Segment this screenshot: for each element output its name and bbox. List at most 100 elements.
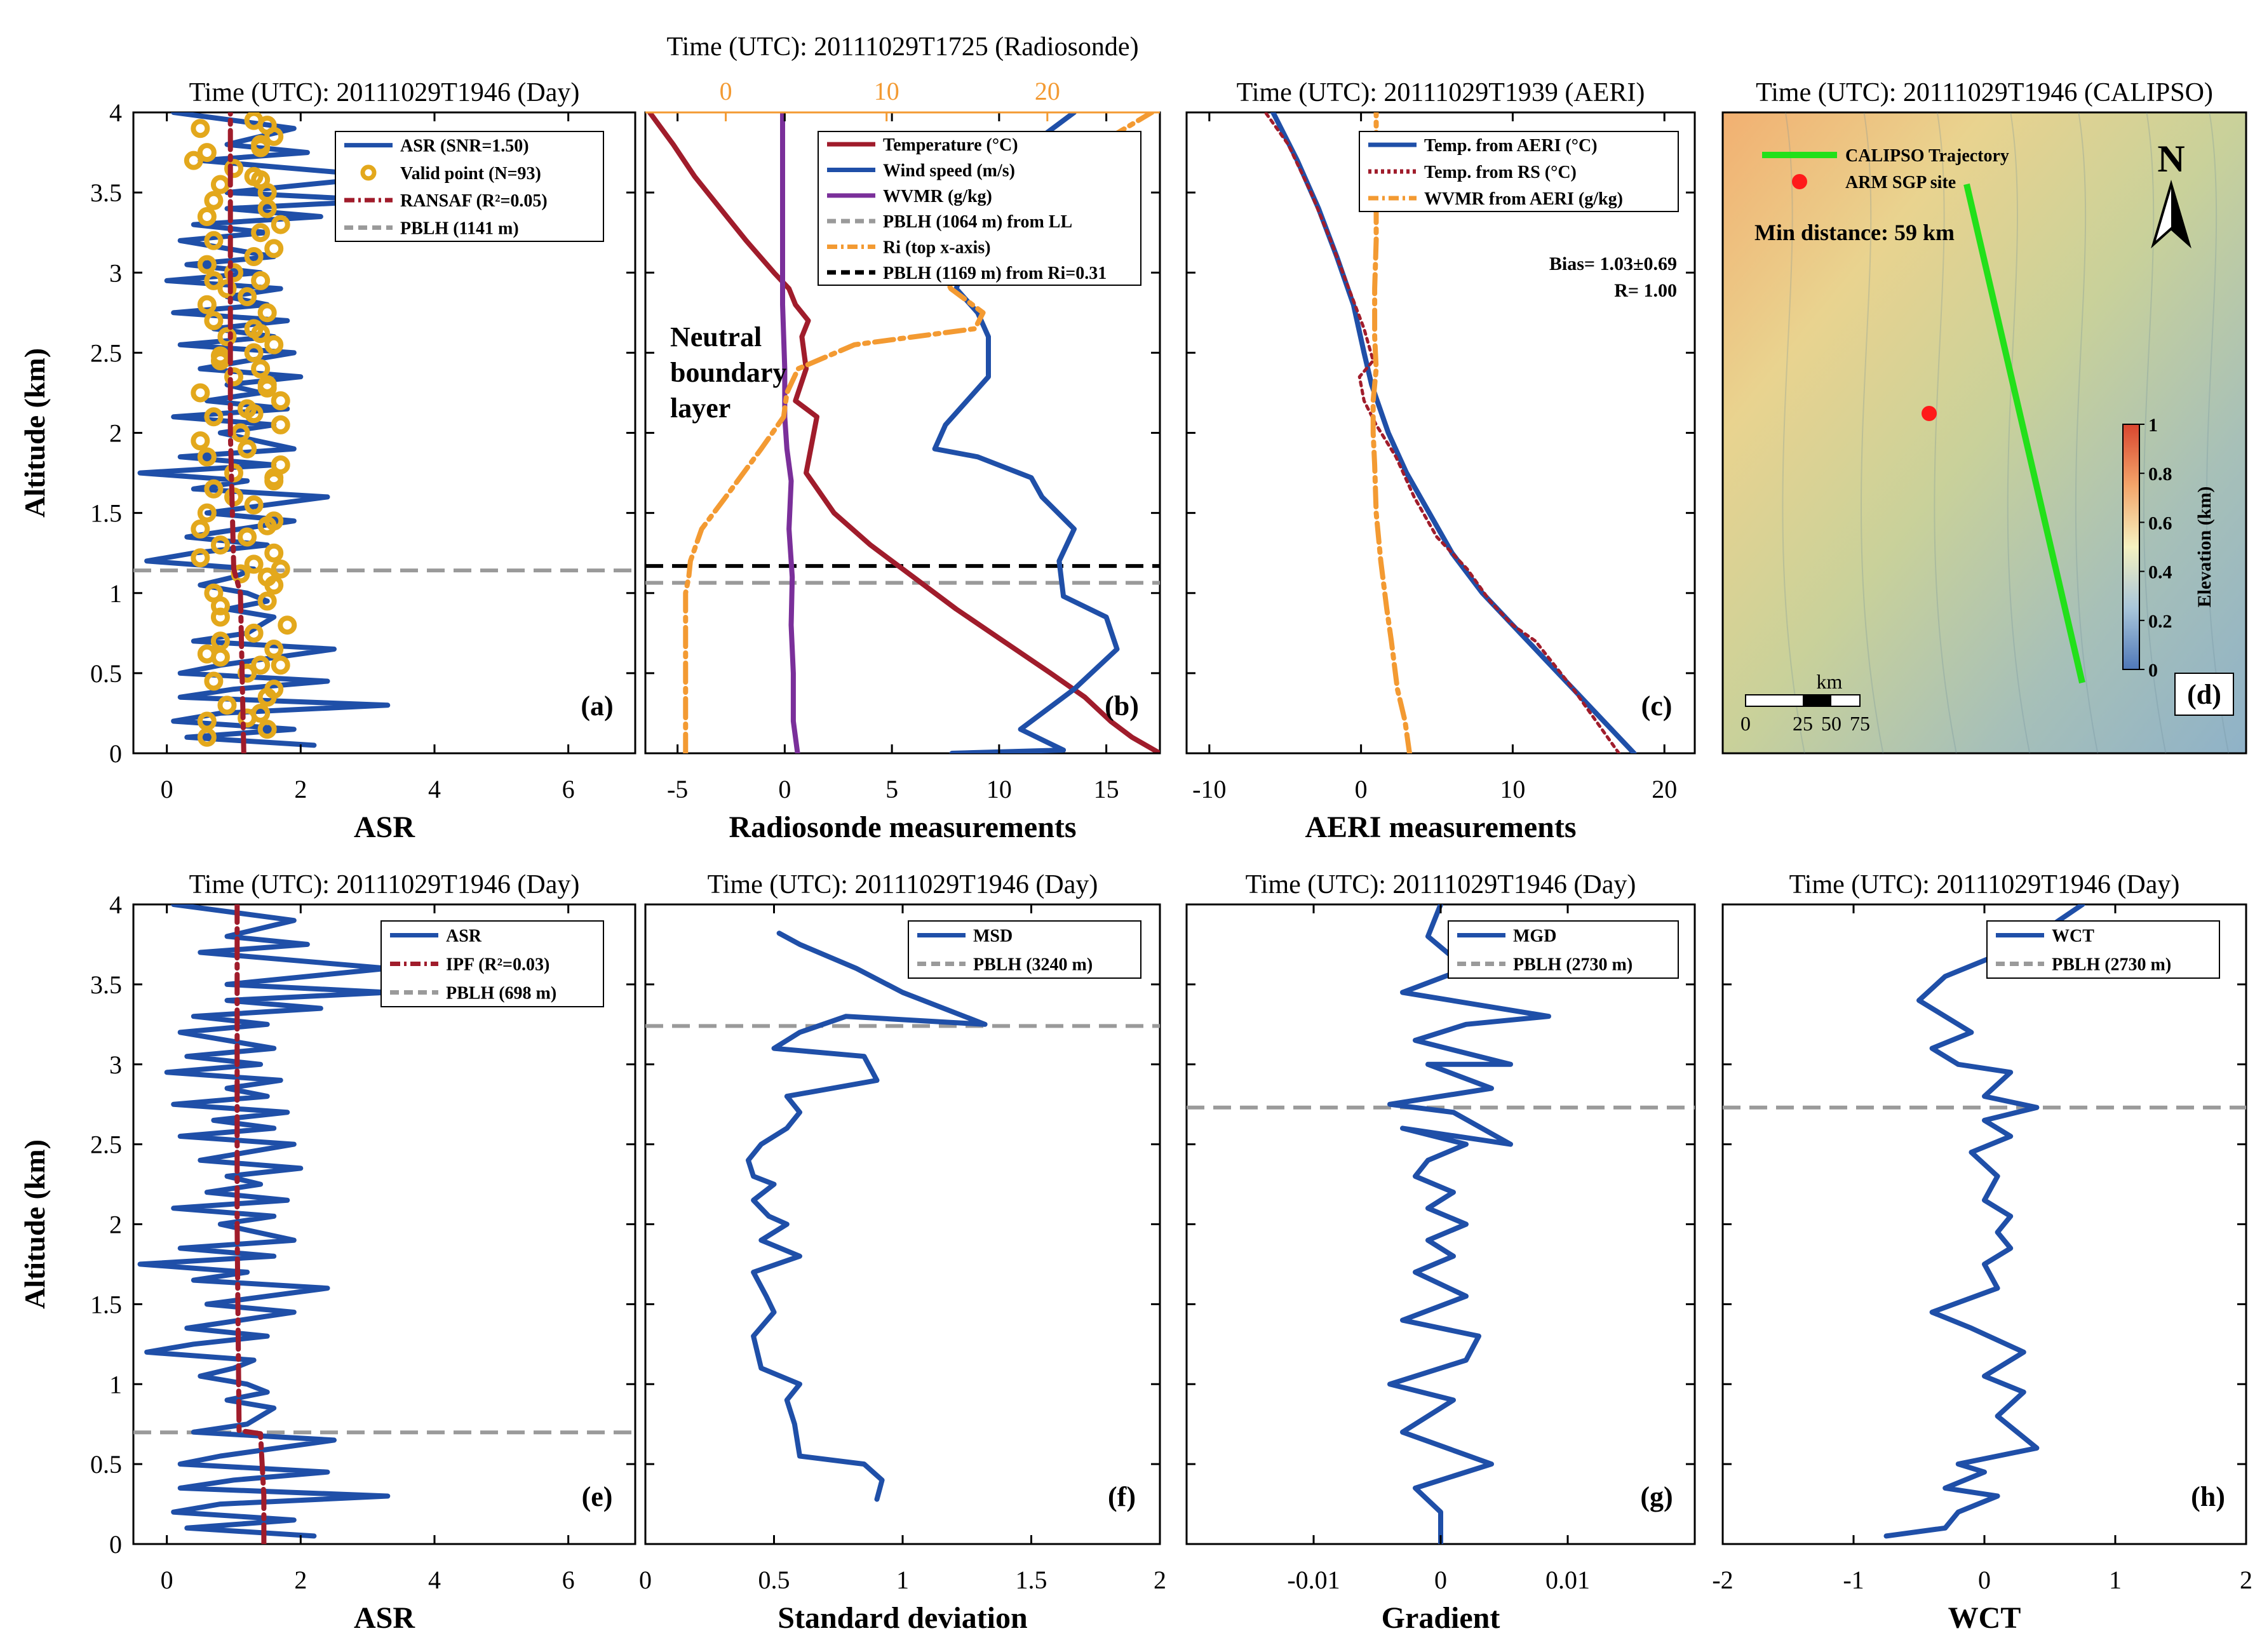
x-tick-label: 20 <box>1652 775 1677 803</box>
valid-point-marker <box>251 359 271 379</box>
legend-label: Temp. from AERI (°C) <box>1424 136 1598 156</box>
valid-point-marker <box>204 231 224 250</box>
x-tick-label: 0 <box>1978 1566 1991 1594</box>
valid-point-marker <box>271 415 290 434</box>
legend-box <box>908 920 1141 979</box>
terrain-drainage-line <box>1861 112 1884 754</box>
x-axis-label: AERI measurements <box>1305 810 1576 844</box>
colorbar-tick-label: 1 <box>2148 415 2158 436</box>
x-tick-label: 4 <box>428 1566 441 1594</box>
scale-bar: km 0 25 50 75 <box>1740 670 1870 735</box>
plot-frame <box>644 903 1161 1545</box>
stats-text: R= 1.00 <box>1614 280 1677 301</box>
valid-point-marker <box>210 596 230 615</box>
valid-point-marker <box>257 516 277 535</box>
valid-point-marker <box>217 327 237 347</box>
x-axis-label: ASR <box>354 1601 415 1635</box>
legend-box <box>1986 920 2220 979</box>
x-tick-label: 2 <box>294 1566 307 1594</box>
valid-point-marker <box>191 519 210 539</box>
y-tick-label: 2 <box>109 419 122 448</box>
calipso-trajectory-line <box>1963 183 2085 684</box>
annotation-text: Neutral boundary layer <box>670 321 786 424</box>
valid-point-marker <box>244 343 264 363</box>
north-label: N <box>2157 138 2185 180</box>
valid-point-marker <box>210 631 230 651</box>
panel-title: Time (UTC): 20111029T1946 (Day) <box>708 870 1098 899</box>
x-axis-label: Radiosonde measurements <box>729 810 1076 844</box>
series-wvmr-line <box>1370 112 1412 753</box>
plot-area <box>133 904 635 1544</box>
panel-title: Time (UTC): 20111029T1946 (Day) <box>1246 870 1636 899</box>
legend-marker <box>360 165 377 181</box>
valid-point-marker <box>251 655 271 675</box>
x-axis-label: ASR <box>354 810 415 844</box>
valid-point-marker <box>257 116 277 135</box>
y-tick-label: 2 <box>109 1211 122 1239</box>
valid-point-marker <box>210 535 230 555</box>
valid-point-marker <box>231 423 250 443</box>
scale-unit: km <box>1817 670 1843 693</box>
valid-point-marker <box>197 143 217 163</box>
map-legend: CALIPSO Trajectory ARM SGP site <box>1762 146 2009 192</box>
colorbar-tick-label: 0.4 <box>2148 562 2172 583</box>
valid-point-marker <box>217 695 237 715</box>
panel-h: -2 -1 0 1 2 WCT Time (UTC): 20111029T1946 (Day… <box>1712 870 2252 1635</box>
series-asr-line <box>137 112 391 748</box>
legend-label: MSD <box>973 927 1013 946</box>
valid-point-marker <box>197 447 217 467</box>
north-arrow-icon: N <box>2151 138 2191 249</box>
x-tick-label: 1.5 <box>1016 1566 1047 1594</box>
legend: MGD PBLH (2730 m) <box>1448 920 1679 979</box>
y-tick-label: 0.5 <box>90 1450 122 1479</box>
valid-point-marker <box>264 239 284 259</box>
x-tick-label: 0 <box>161 775 173 803</box>
annotation-line: Neutral <box>670 321 762 353</box>
top-x-tick-label: 0 <box>720 77 732 105</box>
legend-label: PBLH (2730 m) <box>1513 955 1633 975</box>
valid-point-marker <box>238 439 257 459</box>
valid-point-marker <box>251 324 271 344</box>
valid-point-marker <box>210 346 230 366</box>
panel-label-box <box>2174 673 2234 716</box>
x-tick-label: 4 <box>428 775 441 803</box>
valid-point-marker <box>204 191 224 210</box>
panel-title: Time (UTC): 20111029T1946 (Day) <box>189 870 580 899</box>
valid-point-marker <box>257 720 277 739</box>
y-tick-label: 1.5 <box>90 1290 122 1319</box>
colorbar-tick-label: 0.2 <box>2148 611 2172 632</box>
min-distance-text: Min distance: 59 km <box>1754 220 1955 245</box>
valid-point-marker <box>244 404 264 424</box>
panel-title: Time (UTC): 20111029T1946 (Day) <box>1789 870 2180 899</box>
x-tick-label: -0.01 <box>1287 1566 1340 1594</box>
colorbar-tick-label: 0 <box>2148 660 2158 681</box>
panel-g: -0.01 0 0.01 Gradient Time (UTC): 20111029T1… <box>1185 870 1696 1635</box>
terrain-drainage-line <box>2007 112 2031 754</box>
y-tick-label: 0 <box>109 1530 122 1559</box>
valid-point-marker <box>191 548 210 568</box>
annotation-line: boundary <box>670 357 786 388</box>
x-tick-label: -2 <box>1712 1566 1733 1594</box>
y-axis-label: Altitude (km) <box>18 1139 51 1309</box>
panel-label: (c) <box>1641 690 1673 722</box>
legend: ASR (SNR=1.50) Valid point (N=93) RANSAF (… <box>335 131 604 242</box>
valid-point-marker <box>271 655 290 675</box>
valid-point-marker <box>191 119 210 138</box>
valid-point-marker <box>278 615 297 635</box>
y-tick-label: 3.5 <box>90 970 122 999</box>
x-tick-label: 0.5 <box>758 1566 790 1594</box>
x-tick-label: 0 <box>161 1566 173 1594</box>
colorbar-label: Elevation (km) <box>2194 487 2215 608</box>
y-tick-label: 3.5 <box>90 178 122 207</box>
colorbar-tick-label: 0.6 <box>2148 513 2172 534</box>
valid-point-marker <box>184 151 203 170</box>
scale-tick-label: 75 <box>1850 712 1870 735</box>
colorbar-tick-label: 0.8 <box>2148 464 2172 485</box>
legend-label: PBLH (1141 m) <box>400 218 519 238</box>
valid-point-marker <box>197 206 217 226</box>
legend-label: ARM SGP site <box>1845 173 1956 192</box>
legend-box <box>1448 920 1679 979</box>
series-msd-line <box>746 930 988 1502</box>
valid-point-marker <box>204 271 224 290</box>
